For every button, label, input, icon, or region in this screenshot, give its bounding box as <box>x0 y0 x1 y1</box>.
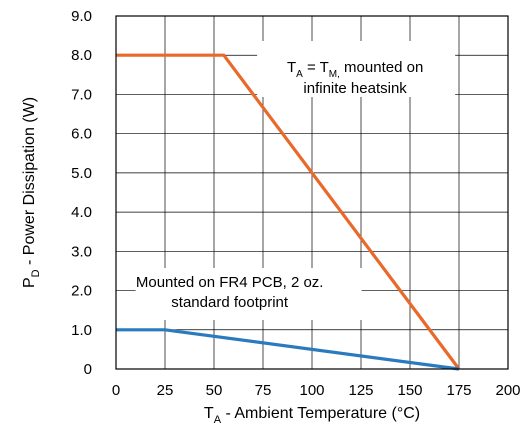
y-tick-label: 1.0 <box>71 322 92 339</box>
series-lines <box>116 53 461 371</box>
y-tick-label: 9.0 <box>71 8 92 25</box>
x-tick-label: 125 <box>348 382 373 399</box>
x-tick-label: 100 <box>299 382 324 399</box>
x-tick-label: 75 <box>255 382 272 399</box>
annotation-background <box>135 268 362 320</box>
x-axis-label: TA - Ambient Temperature (°C) <box>204 405 420 426</box>
annotation-background <box>257 41 456 97</box>
x-tick-label: 150 <box>397 382 422 399</box>
annotation-line-1: Mounted on FR4 PCB, 2 oz. <box>136 274 324 291</box>
plot-frame <box>115 15 509 370</box>
series-line-1 <box>116 328 460 371</box>
y-tick-label: 4.0 <box>71 204 92 221</box>
y-tick-label: 8.0 <box>71 47 92 64</box>
series-line-0 <box>116 53 461 370</box>
x-tick-label: 0 <box>112 382 120 399</box>
y-axis-label: PD - Power Dissipation (W) <box>21 97 42 288</box>
x-tick-label: 25 <box>157 382 174 399</box>
y-tick-label: 2.0 <box>71 283 92 300</box>
y-tick-label: 0 <box>84 361 92 378</box>
y-tick-label: 6.0 <box>71 126 92 143</box>
axis-labels: TA - Ambient Temperature (°C) PD - Power … <box>21 97 420 426</box>
y-tick-label: 3.0 <box>71 243 92 260</box>
annotation-line-1: TA = TM, mounted on <box>287 59 423 80</box>
x-tick-label: 200 <box>495 382 520 399</box>
y-tick-label: 5.0 <box>71 165 92 182</box>
annotation-line-2: infinite heatsink <box>303 80 407 97</box>
x-tick-label: 50 <box>206 382 223 399</box>
annotation-line-2: standard footprint <box>171 294 289 311</box>
x-tick-label: 175 <box>446 382 471 399</box>
y-tick-label: 7.0 <box>71 86 92 103</box>
axis-tick-labels: 0 25 50 75 100 125 150 175 200 0 1.0 2.0 3.0 4.0 5.0 6.… <box>71 8 520 399</box>
